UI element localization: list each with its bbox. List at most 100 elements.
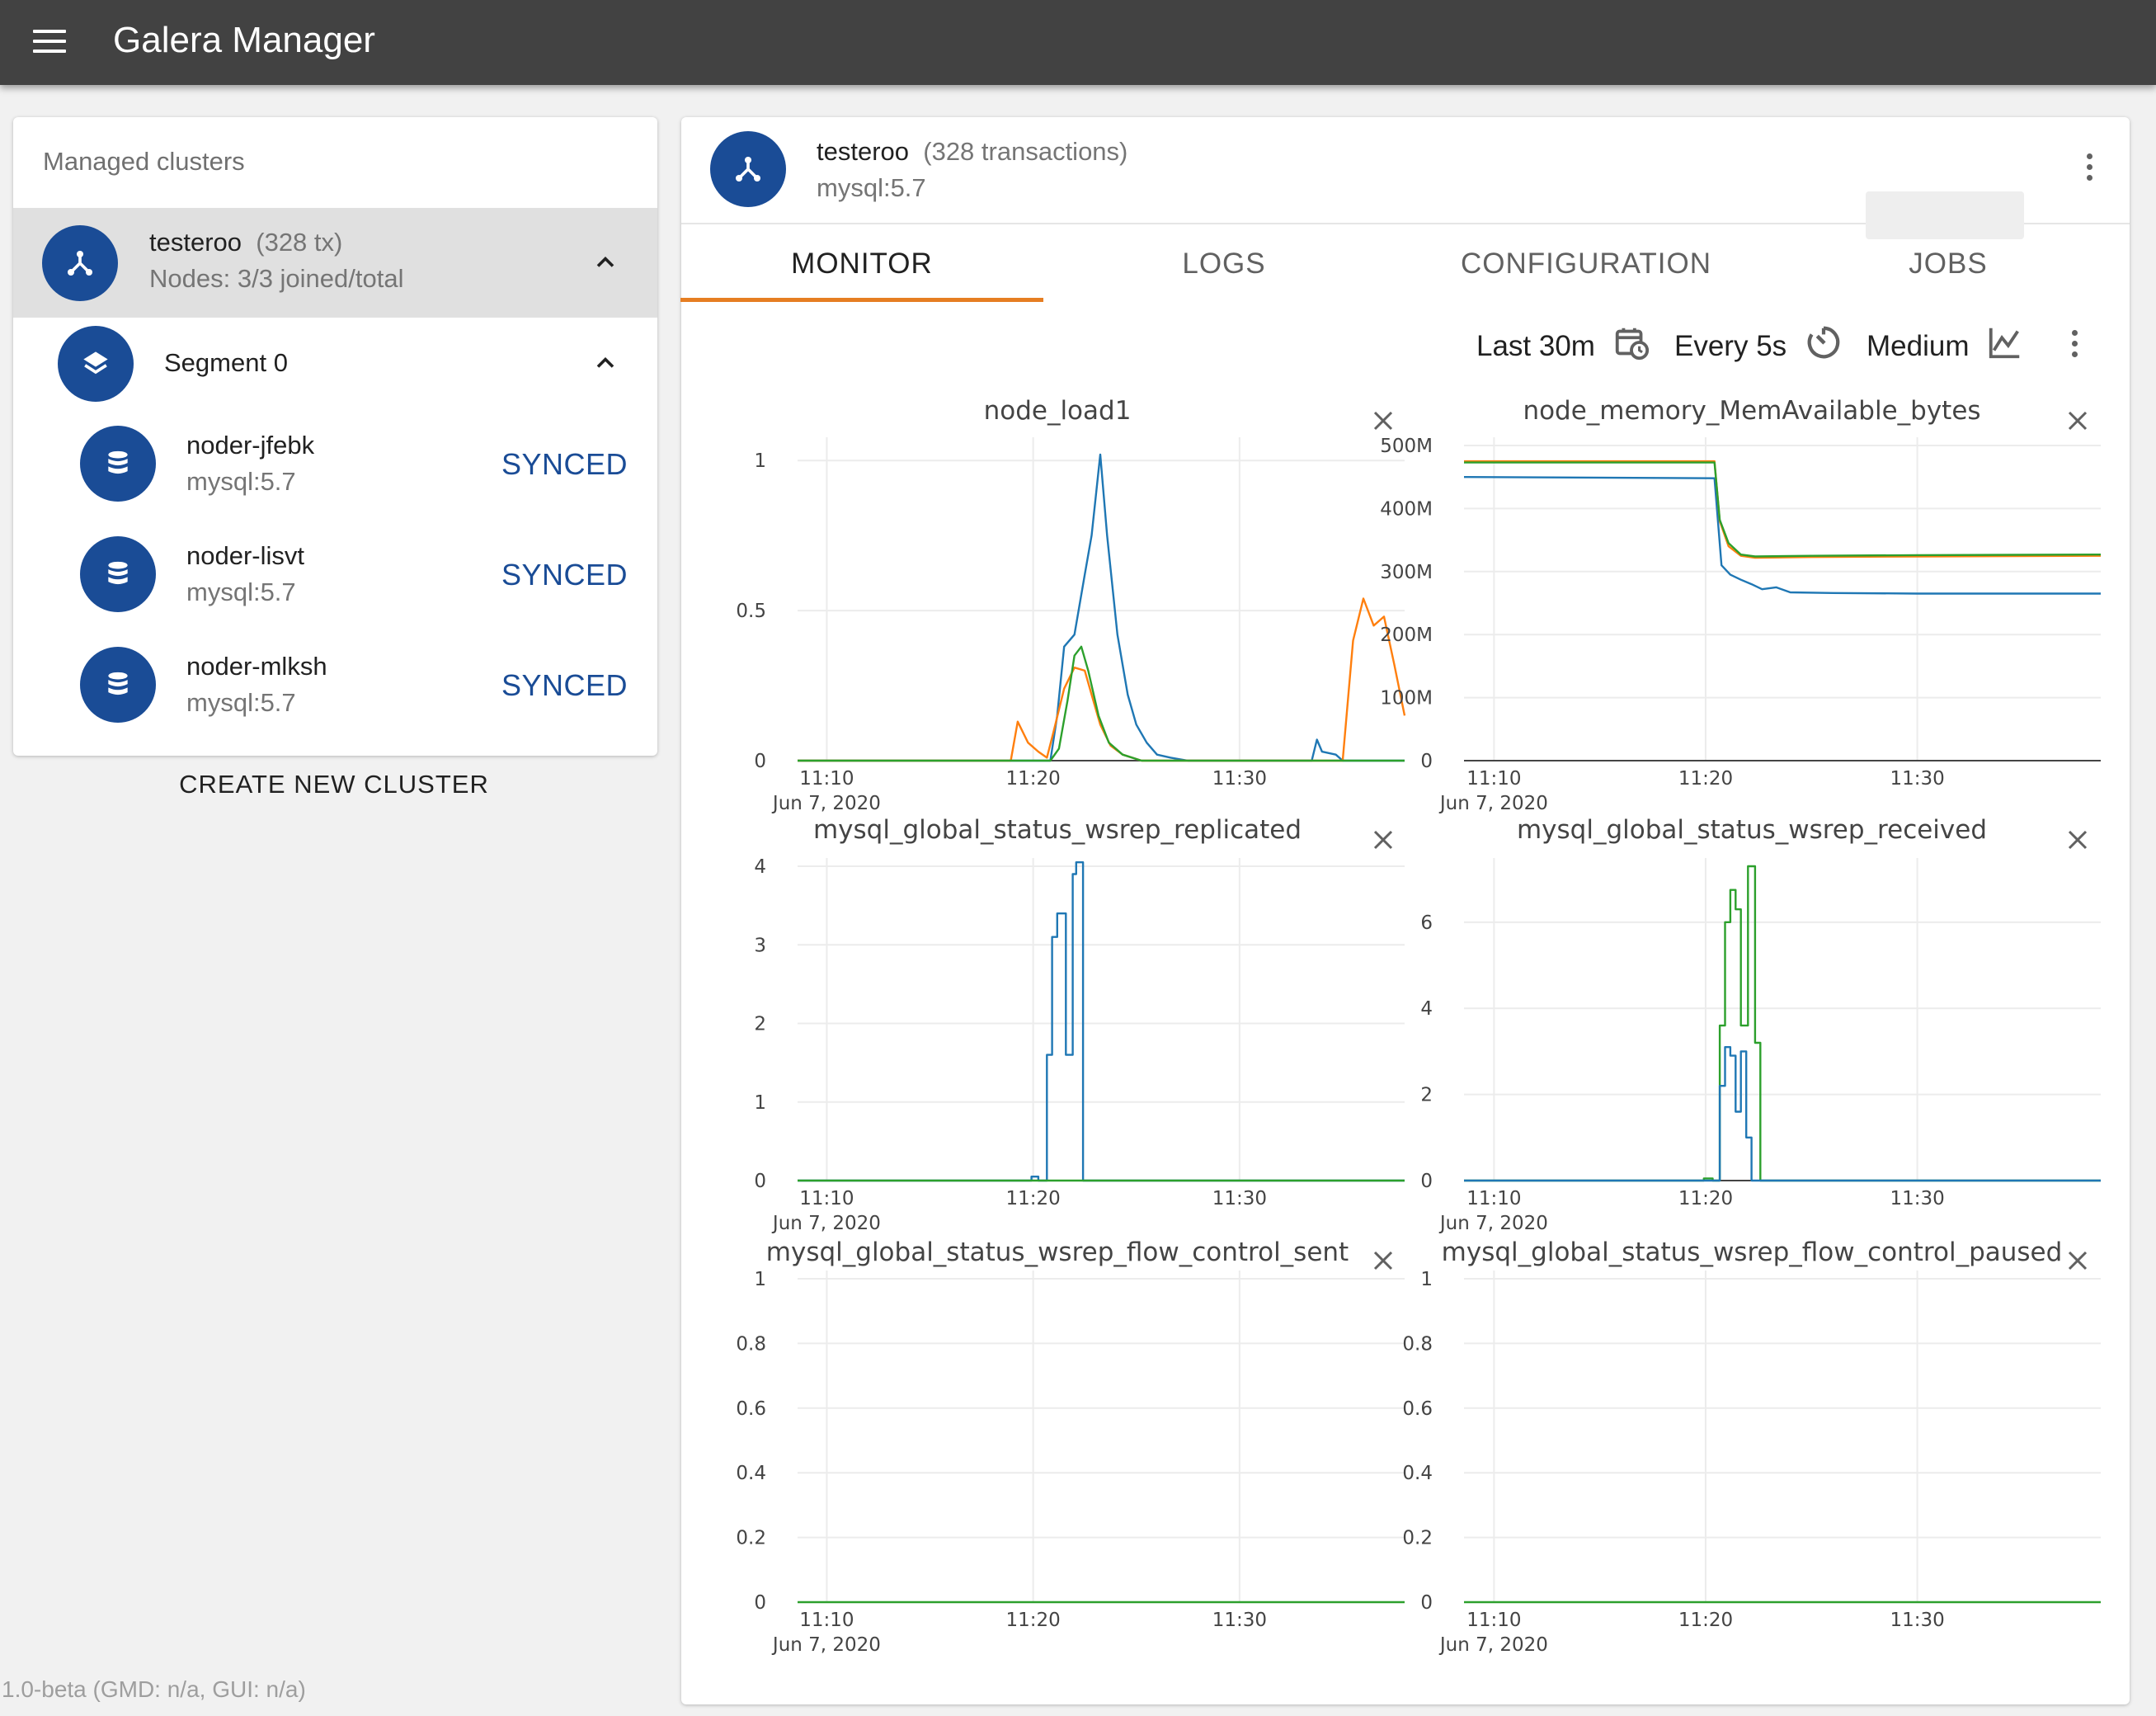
cluster-icon	[710, 131, 786, 207]
time-range-selector[interactable]: Last 30m	[1476, 330, 1595, 362]
x-tick-label: 11:20	[1678, 1610, 1733, 1631]
y-tick-label: 0.8	[736, 1333, 766, 1355]
chart-node-load1: node_load1 0 0.5 1 11:10 Jun 7, 2020 11:20 11:3…	[736, 396, 1406, 814]
x-tick-label: 11:20	[1678, 1188, 1733, 1209]
y-tick-label: 4	[1420, 998, 1433, 1020]
y-tick-label: 2	[1420, 1085, 1433, 1106]
app-title: Galera Manager	[113, 20, 375, 60]
node-status: SYNCED	[501, 558, 628, 592]
x-tick-label: 11:30	[1890, 768, 1944, 790]
chart-mysql-global-status-wsrep-replicated: mysql_global_status_wsrep_replicated 0 1 2 3…	[754, 815, 1405, 1234]
x-date-label: Jun 7, 2020	[771, 1213, 881, 1234]
y-tick-label: 0	[754, 1171, 766, 1192]
cluster-title: testeroo (328 tx)	[149, 228, 342, 257]
chart-mysql-global-status-wsrep-flow-control-sent: mysql_global_status_wsrep_flow_control_s…	[736, 1238, 1405, 1656]
x-tick-label: 11:20	[1005, 1188, 1060, 1209]
y-tick-label: 300M	[1380, 562, 1433, 583]
chart-title: mysql_global_status_wsrep_received	[1517, 815, 1987, 845]
cluster-version: mysql:5.7	[817, 173, 926, 202]
x-tick-label: 11:10	[799, 1188, 854, 1209]
chart-size-label[interactable]: Medium	[1866, 330, 1970, 362]
x-tick-label: 11:20	[1678, 768, 1733, 790]
y-tick-label: 500M	[1380, 436, 1433, 457]
series-line-2	[798, 597, 1406, 762]
line-chart-icon[interactable]	[1986, 323, 2027, 365]
segment-name[interactable]: Segment 0	[164, 348, 288, 377]
node-version: mysql:5.7	[186, 688, 296, 717]
series-line-1	[1464, 865, 2101, 1182]
series-line-1	[798, 861, 1405, 1182]
series-line-3	[798, 645, 1405, 762]
y-tick-label: 0	[1420, 751, 1433, 772]
more-vert-icon[interactable]	[2081, 153, 2097, 186]
refresh-interval-selector[interactable]: Every 5s	[1674, 330, 1787, 362]
y-tick-label: 0.4	[1402, 1463, 1433, 1484]
close-icon[interactable]	[2068, 1251, 2088, 1270]
y-tick-label: 1	[754, 450, 766, 472]
tab-logs[interactable]: LOGS	[1182, 248, 1266, 280]
cluster-name: testeroo	[817, 137, 910, 166]
x-tick-label: 11:10	[799, 768, 854, 790]
chart-mysql-global-status-wsrep-received: mysql_global_status_wsrep_received 0 2 4 6 11…	[1420, 815, 2101, 1234]
x-tick-label: 11:10	[799, 1610, 854, 1631]
chart-title: node_load1	[984, 396, 1132, 426]
series-line-3	[1464, 461, 2102, 558]
y-tick-label: 0.6	[736, 1398, 766, 1420]
y-tick-label: 200M	[1380, 625, 1433, 646]
x-date-label: Jun 7, 2020	[1438, 793, 1548, 814]
close-icon[interactable]	[1373, 1251, 1393, 1270]
timer-icon[interactable]	[1805, 323, 1846, 365]
y-tick-label: 0	[1420, 1592, 1433, 1614]
cluster-name: testeroo	[149, 228, 242, 257]
x-tick-label: 11:30	[1212, 768, 1267, 790]
chevron-up-icon[interactable]	[591, 348, 620, 378]
y-tick-label: 0.2	[1402, 1528, 1433, 1549]
chevron-up-icon[interactable]	[591, 248, 620, 277]
chart-size-selector[interactable]	[1866, 191, 2024, 239]
more-vert-icon[interactable]	[2066, 330, 2083, 363]
database-icon	[80, 426, 156, 502]
y-tick-label: 0.4	[736, 1463, 766, 1484]
node-name: noder-jfebk	[186, 431, 315, 460]
x-tick-label: 11:30	[1890, 1188, 1944, 1209]
series-line-2	[1464, 1046, 2101, 1182]
node-version: mysql:5.7	[186, 467, 296, 496]
node-version: mysql:5.7	[186, 578, 296, 606]
y-tick-label: 0	[1420, 1171, 1433, 1192]
tab-configuration[interactable]: CONFIGURATION	[1460, 248, 1711, 280]
close-icon[interactable]	[2068, 830, 2088, 850]
cluster-row-testeroo[interactable]: testeroo (328 tx) Nodes: 3/3 joined/tota…	[13, 208, 657, 318]
series-line-1	[1463, 476, 2101, 595]
create-new-cluster-button[interactable]: CREATE NEW CLUSTER	[179, 770, 489, 799]
cluster-icon	[42, 225, 118, 301]
x-tick-label: 11:30	[1890, 1610, 1944, 1631]
chart-title: node_memory_MemAvailable_bytes	[1523, 396, 1980, 426]
y-tick-label: 0.6	[1402, 1398, 1433, 1420]
y-tick-label: 400M	[1380, 498, 1433, 520]
cluster-transactions: (328 transactions)	[923, 137, 1128, 166]
x-tick-label: 11:10	[1466, 1188, 1521, 1209]
tab-monitor[interactable]: MONITOR	[791, 248, 933, 280]
y-tick-label: 0	[754, 751, 766, 772]
x-date-label: Jun 7, 2020	[771, 1634, 881, 1656]
x-tick-label: 11:30	[1212, 1188, 1267, 1209]
header-divider	[681, 223, 2130, 224]
close-icon[interactable]	[1373, 830, 1393, 850]
calendar-clock-icon[interactable]	[1612, 323, 1654, 365]
hamburger-menu-icon[interactable]	[33, 30, 66, 54]
series-line-1	[798, 453, 1405, 762]
tab-indicator	[680, 298, 1043, 302]
x-date-label: Jun 7, 2020	[1438, 1213, 1548, 1234]
cluster-nodes-status: Nodes: 3/3 joined/total	[149, 264, 404, 293]
close-icon[interactable]	[2068, 411, 2088, 431]
managed-clusters-header: Managed clusters	[43, 147, 245, 176]
layers-icon	[58, 326, 134, 402]
close-icon[interactable]	[1373, 411, 1393, 431]
cluster-detail-title: testeroo (328 transactions)	[817, 137, 1127, 167]
managed-clusters-card: Managed clusters testeroo (328 tx) Nodes…	[13, 117, 657, 756]
x-tick-label: 11:20	[1005, 1610, 1060, 1631]
node-name: noder-lisvt	[186, 541, 304, 570]
tab-jobs[interactable]: JOBS	[1909, 248, 1988, 280]
chart-title: mysql_global_status_wsrep_flow_control_s…	[766, 1238, 1349, 1267]
